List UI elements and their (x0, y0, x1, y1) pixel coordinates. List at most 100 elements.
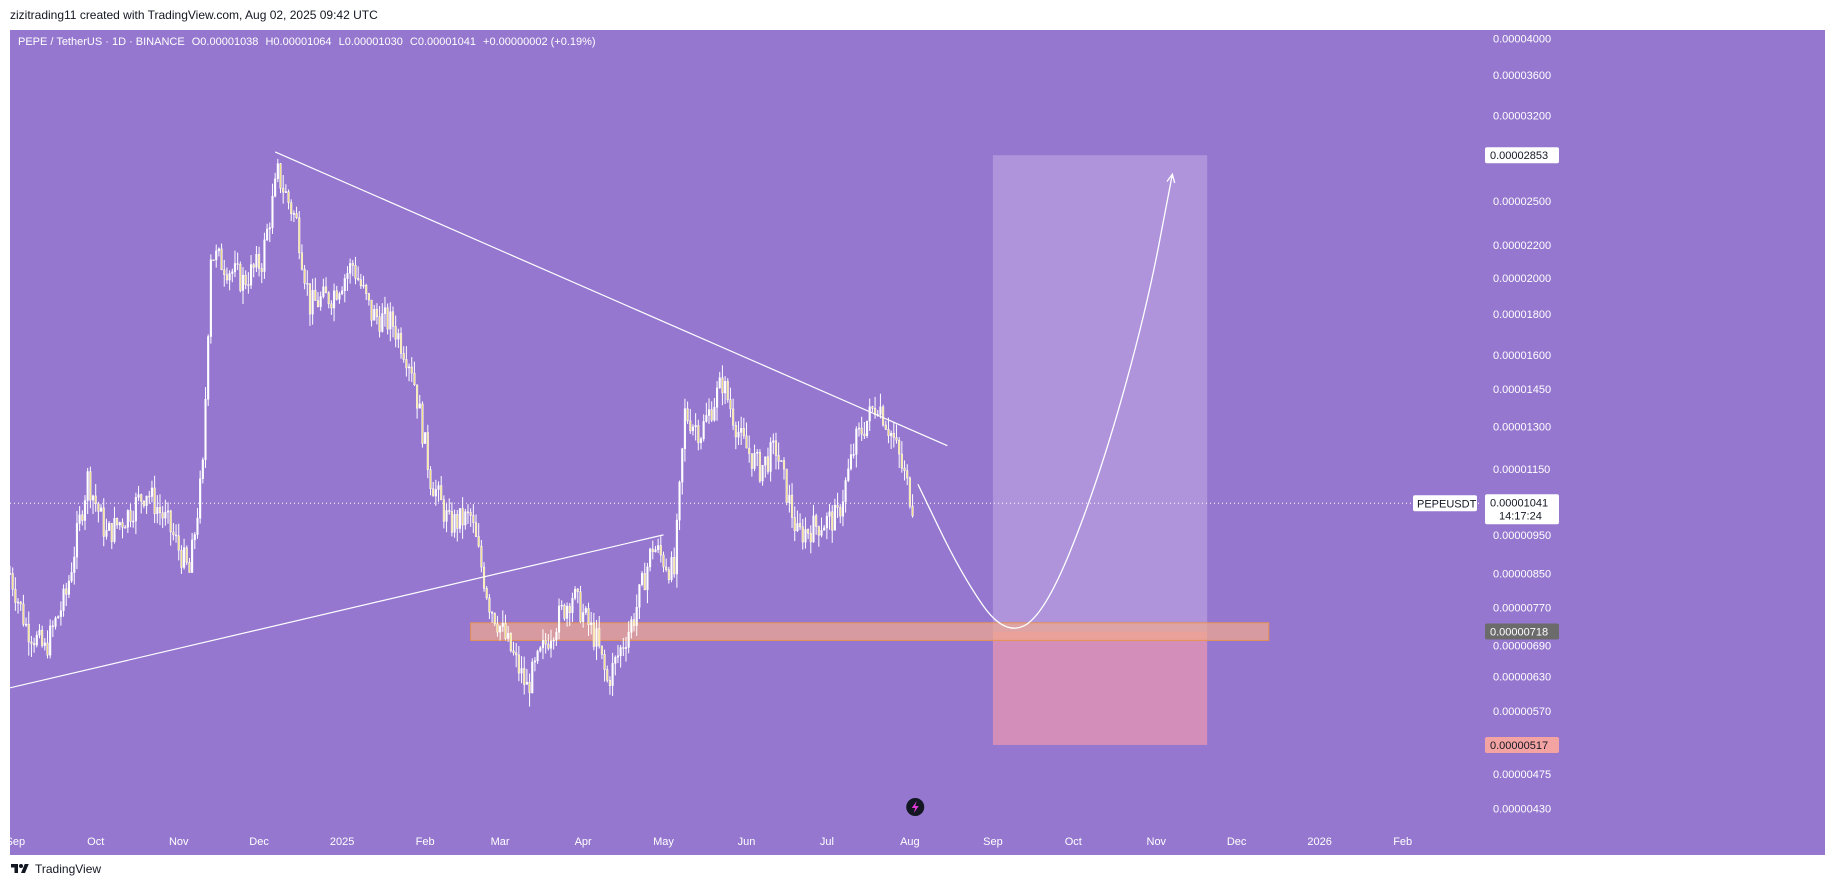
candle[interactable] (833, 498, 836, 531)
candle[interactable] (367, 292, 370, 306)
candle[interactable] (10, 565, 12, 576)
candle[interactable] (204, 387, 207, 468)
candle[interactable] (772, 433, 775, 455)
candle[interactable] (432, 481, 435, 497)
candle[interactable] (389, 302, 392, 342)
candle[interactable] (686, 401, 689, 424)
candle[interactable] (129, 503, 132, 528)
candle[interactable] (582, 603, 585, 628)
candle[interactable] (520, 656, 523, 684)
candle[interactable] (852, 443, 855, 459)
candle[interactable] (298, 211, 301, 260)
candle[interactable] (41, 625, 44, 648)
candle[interactable] (391, 306, 395, 338)
candle[interactable] (654, 545, 657, 553)
candle[interactable] (217, 247, 220, 257)
candle[interactable] (268, 222, 271, 243)
candle[interactable] (81, 510, 84, 526)
candle[interactable] (354, 256, 357, 285)
candle[interactable] (507, 625, 510, 642)
candle[interactable] (726, 378, 729, 403)
candle[interactable] (70, 562, 73, 583)
candle[interactable] (434, 479, 437, 506)
candle[interactable] (284, 184, 287, 193)
candle[interactable] (266, 223, 269, 242)
candle[interactable] (898, 437, 901, 468)
candle[interactable] (166, 502, 170, 524)
candle[interactable] (16, 598, 20, 614)
candle[interactable] (450, 502, 453, 537)
candle[interactable] (622, 637, 625, 657)
candle[interactable] (290, 199, 293, 222)
candle[interactable] (295, 206, 298, 220)
candle[interactable] (442, 495, 445, 529)
candle[interactable] (603, 649, 606, 682)
candle[interactable] (552, 637, 555, 650)
candle[interactable] (691, 424, 695, 436)
candle[interactable] (512, 641, 515, 656)
candle[interactable] (737, 421, 740, 446)
candle[interactable] (51, 620, 54, 638)
candle[interactable] (287, 189, 290, 210)
candle[interactable] (844, 477, 847, 513)
candle[interactable] (65, 582, 68, 607)
candle[interactable] (697, 419, 700, 451)
candle[interactable] (11, 567, 14, 597)
target-box[interactable] (992, 155, 1208, 632)
candle[interactable] (839, 504, 842, 524)
candle[interactable] (113, 506, 116, 544)
candle[interactable] (249, 255, 253, 289)
candle[interactable] (78, 506, 81, 532)
candle[interactable] (557, 598, 561, 640)
candle[interactable] (825, 512, 828, 540)
candle[interactable] (440, 476, 443, 501)
candle[interactable] (158, 494, 162, 526)
candle[interactable] (437, 481, 440, 502)
candle[interactable] (274, 172, 277, 198)
candle[interactable] (324, 277, 328, 294)
candle[interactable] (448, 498, 451, 515)
candle[interactable] (847, 458, 850, 483)
candle[interactable] (314, 277, 317, 301)
candle[interactable] (145, 495, 148, 515)
candle[interactable] (338, 291, 341, 304)
candle[interactable] (196, 508, 199, 539)
candle[interactable] (646, 562, 649, 604)
candle[interactable] (807, 528, 810, 540)
candle[interactable] (333, 283, 336, 322)
candle[interactable] (549, 629, 553, 658)
candle[interactable] (94, 484, 97, 512)
candle[interactable] (150, 480, 154, 503)
candle[interactable] (362, 275, 365, 289)
candle[interactable] (544, 632, 547, 654)
candle[interactable] (608, 676, 611, 695)
candle[interactable] (279, 162, 282, 194)
candle[interactable] (745, 422, 748, 449)
candle[interactable] (54, 616, 57, 630)
candle[interactable] (207, 334, 210, 406)
candle[interactable] (499, 625, 502, 641)
candle[interactable] (874, 396, 877, 419)
candle[interactable] (46, 630, 49, 659)
support-zone[interactable] (470, 622, 1270, 641)
candle[interactable] (397, 328, 400, 348)
candle[interactable] (643, 562, 646, 591)
candle[interactable] (33, 637, 36, 653)
candle[interactable] (108, 521, 111, 531)
candle[interactable] (657, 538, 660, 554)
candle[interactable] (445, 502, 448, 533)
candle[interactable] (22, 594, 25, 627)
candle[interactable] (766, 447, 769, 475)
candle[interactable] (75, 510, 79, 570)
ascending-support-trendline[interactable] (10, 534, 664, 689)
candle[interactable] (790, 483, 794, 528)
candle[interactable] (343, 274, 346, 303)
candle[interactable] (418, 394, 421, 409)
candle[interactable] (466, 504, 470, 524)
candle[interactable] (673, 547, 676, 578)
candle[interactable] (758, 449, 761, 484)
candle[interactable] (793, 506, 796, 542)
candle[interactable] (804, 517, 807, 549)
candle[interactable] (357, 266, 360, 282)
candle[interactable] (19, 600, 22, 611)
